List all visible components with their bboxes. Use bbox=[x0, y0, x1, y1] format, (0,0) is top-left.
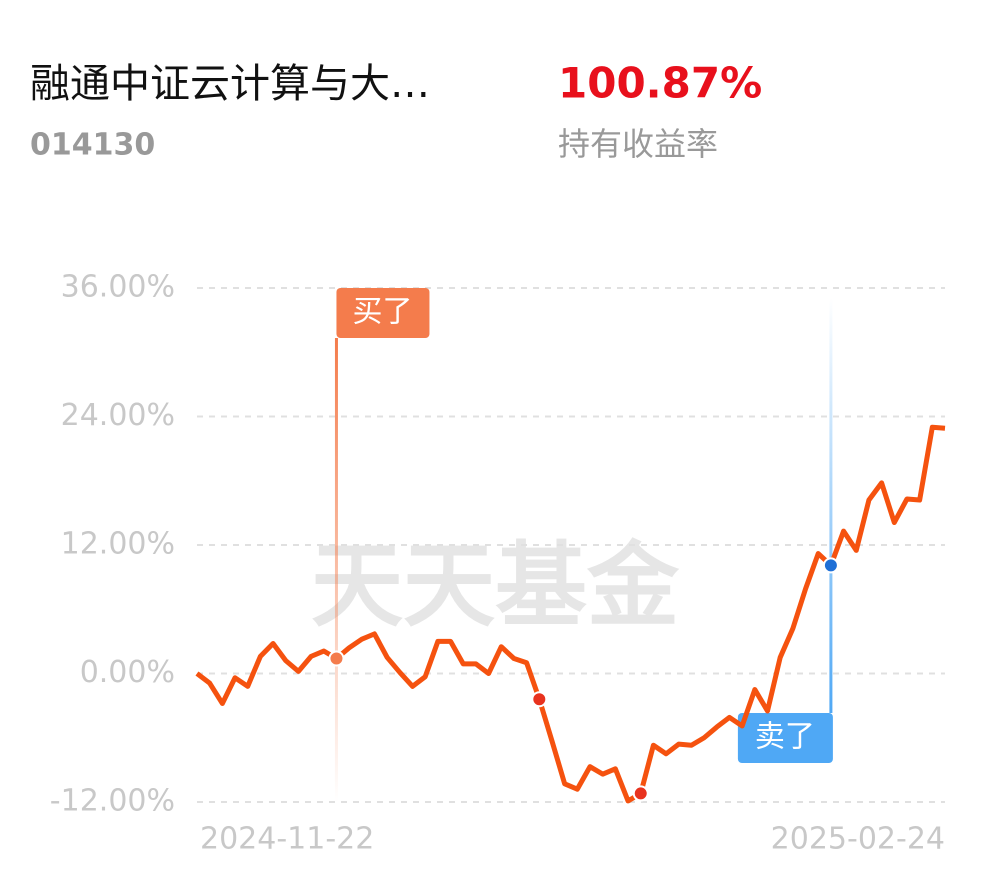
y-tick-label: -12.00% bbox=[50, 784, 175, 819]
buy-badge bbox=[336, 288, 430, 338]
sell-label: 卖了 bbox=[755, 720, 815, 755]
y-tick-label: 12.00% bbox=[61, 527, 175, 562]
fund-code: 014130 bbox=[30, 128, 155, 163]
marker-dot bbox=[328, 650, 345, 667]
return-value: 100.87% bbox=[558, 59, 762, 108]
line-series bbox=[195, 424, 946, 804]
y-tick-label: 24.00% bbox=[61, 398, 175, 433]
y-tick-label: 0.00% bbox=[80, 655, 175, 690]
watermark: 天天基金 bbox=[311, 532, 680, 639]
x-tick-label: 2025-02-24 bbox=[771, 822, 945, 857]
x-tick-label: 2024-11-22 bbox=[200, 822, 374, 857]
buy-guide bbox=[334, 338, 338, 802]
buy-label: 买了 bbox=[352, 295, 412, 330]
marker-dot bbox=[632, 785, 649, 802]
fund-name: 融通中证云计算与大… bbox=[30, 61, 430, 107]
sell-guide bbox=[829, 298, 833, 713]
marker-dot bbox=[531, 691, 548, 708]
return-label: 持有收益率 bbox=[558, 125, 718, 163]
sell-badge bbox=[737, 713, 833, 763]
y-tick-label: 36.00% bbox=[61, 270, 175, 305]
marker-dot bbox=[822, 557, 839, 574]
